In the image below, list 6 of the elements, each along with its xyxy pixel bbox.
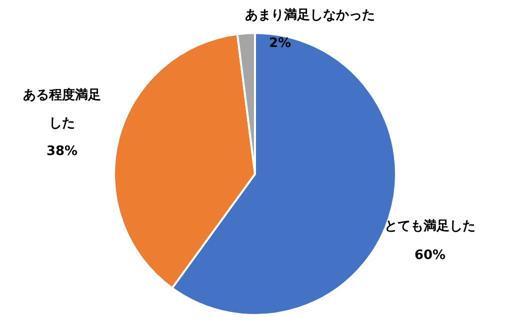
slice-label: あまり満足しなかった xyxy=(245,8,375,23)
slice-label: ある程度満足した xyxy=(23,87,101,131)
data-label: 2% xyxy=(268,36,292,51)
data-label: 60% xyxy=(414,248,446,263)
slice-label: とても満足した xyxy=(384,219,476,234)
data-label: 38% xyxy=(46,144,78,159)
